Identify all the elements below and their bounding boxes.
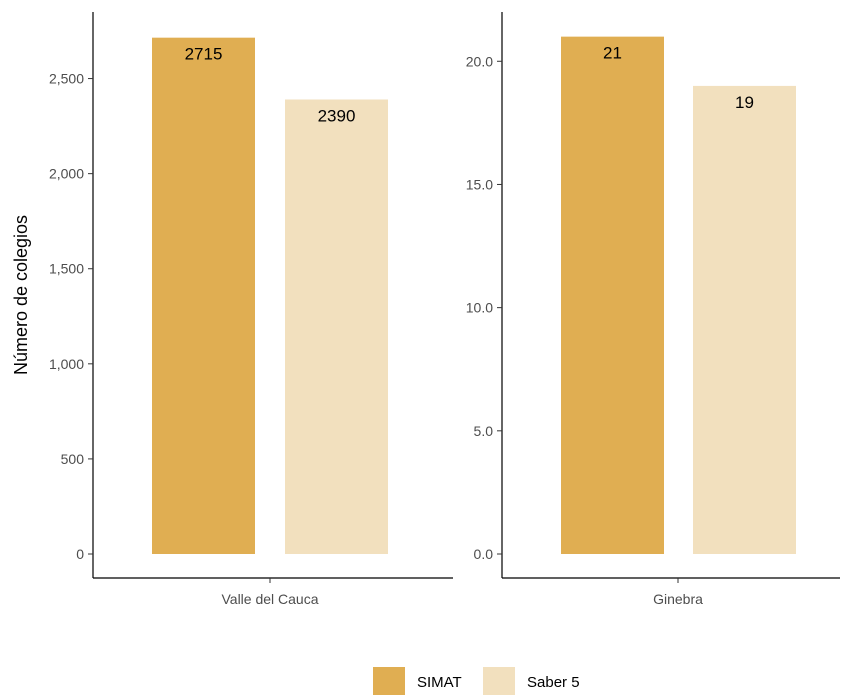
y-tick-label: 500 (61, 451, 85, 467)
bar-saber-5 (693, 85, 796, 554)
y-tick-label: 10.0 (466, 300, 493, 316)
y-tick-label: 5.0 (474, 423, 494, 439)
y-tick-label: 0.0 (474, 546, 494, 562)
bar-saber-5 (285, 99, 388, 554)
legend-label: Saber 5 (527, 674, 580, 691)
x-tick-label: Ginebra (653, 591, 703, 607)
bar-simat (152, 37, 255, 554)
y-tick-label: 2,500 (49, 71, 84, 87)
legend-swatch-simat (373, 667, 405, 695)
legend-swatch-saber-5 (483, 667, 515, 695)
y-tick-label: 1,000 (49, 356, 84, 372)
y-tick-label: 15.0 (466, 176, 493, 192)
data-label: 21 (603, 44, 622, 63)
legend-label: SIMAT (417, 674, 462, 691)
x-tick-label: Valle del Cauca (221, 591, 318, 607)
y-tick-label: 2,000 (49, 166, 84, 182)
data-label: 2390 (318, 106, 356, 125)
legend: SIMAT Saber 5 (373, 667, 580, 695)
y-tick-label: 0 (76, 546, 84, 562)
y-tick-label: 1,500 (49, 261, 84, 277)
bar-simat (561, 36, 664, 555)
data-label: 2715 (185, 45, 223, 64)
y-tick-label: 20.0 (466, 53, 493, 69)
data-label: 19 (735, 93, 754, 112)
chart-panel-2: 21 19 0.0 5.0 10.0 15.0 20.0 Ginebra (466, 12, 840, 607)
chart-panel-1: 2715 2390 0 500 1,000 1,500 2,000 2,500 Valle de… (11, 12, 453, 607)
y-axis-title: Número de colegios (11, 215, 31, 375)
